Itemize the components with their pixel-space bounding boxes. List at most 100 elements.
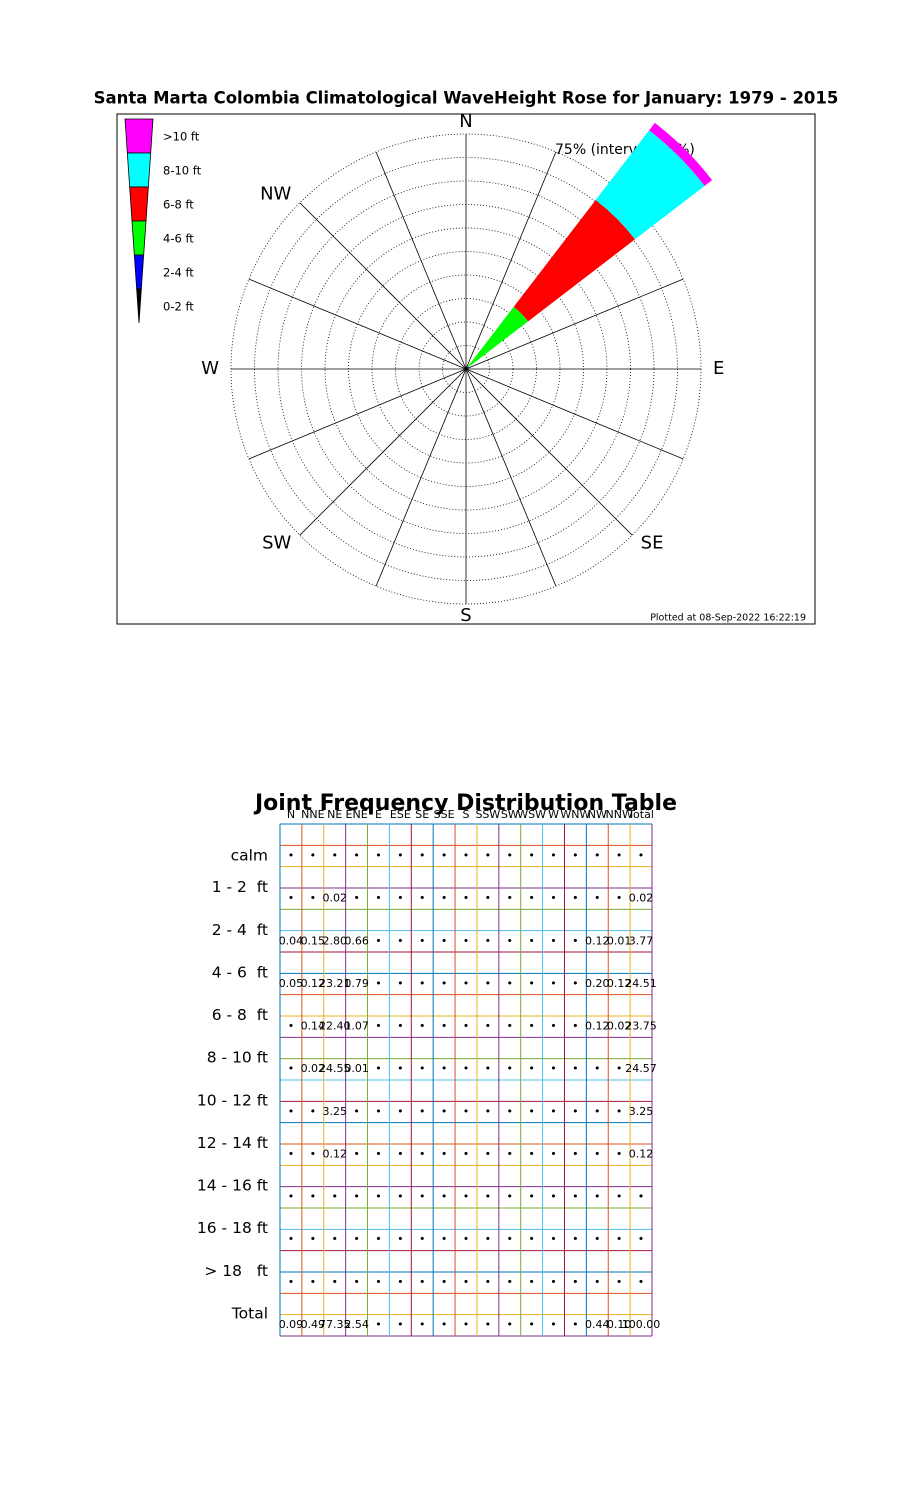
table-cell: •	[463, 1318, 470, 1331]
table-cell: •	[463, 977, 470, 990]
table-cell: •	[594, 1147, 601, 1160]
table-cell: •	[288, 1233, 295, 1246]
column-header: NNE	[301, 808, 324, 821]
table-cell: •	[353, 1147, 360, 1160]
spoke	[375, 151, 467, 370]
table-cell: 0.20	[585, 977, 610, 990]
table-cell: 0.44	[585, 1318, 610, 1331]
table-cell: •	[463, 892, 470, 905]
table-cell: •	[441, 849, 448, 862]
table-cell: •	[528, 1275, 535, 1288]
table-cell: •	[441, 977, 448, 990]
table-cell: •	[375, 1275, 382, 1288]
table-cell: •	[485, 977, 492, 990]
table-cell: •	[353, 892, 360, 905]
table-cell: 0.02	[629, 892, 654, 905]
table-cell: •	[550, 1275, 557, 1288]
table-cell: 0.12	[629, 1147, 654, 1160]
table-cell: •	[616, 1105, 623, 1118]
table-cell: 24.57	[625, 1062, 657, 1075]
column-header: E	[375, 808, 382, 821]
table-cell: •	[310, 1190, 317, 1203]
column-header: SSW	[475, 808, 500, 821]
table-cell: •	[441, 1190, 448, 1203]
column-header: WSW	[517, 808, 546, 821]
row-label: Total	[231, 1305, 268, 1323]
table-cell: •	[288, 1190, 295, 1203]
row-label: 4 - 6 ft	[212, 963, 268, 981]
table-cell: •	[616, 1190, 623, 1203]
table-cell: •	[463, 1062, 470, 1075]
table-cell: •	[375, 849, 382, 862]
table-cell: 2.54	[344, 1318, 369, 1331]
table-cell: •	[616, 1233, 623, 1246]
table-cell: 0.12	[585, 1020, 610, 1033]
spoke	[465, 151, 557, 370]
table-cell: 0.12	[585, 934, 610, 947]
table-cell: •	[375, 1147, 382, 1160]
table-cell: •	[485, 849, 492, 862]
table-cell: •	[353, 1275, 360, 1288]
table-cell: •	[485, 1190, 492, 1203]
table-cell: •	[419, 1275, 426, 1288]
table-cell: •	[441, 1020, 448, 1033]
table-cell: •	[594, 849, 601, 862]
table-cell: •	[331, 1233, 338, 1246]
spoke	[465, 368, 633, 536]
table-cell: 0.12	[322, 1147, 347, 1160]
row-label: 14 - 16 ft	[197, 1177, 268, 1195]
table-cell: •	[485, 934, 492, 947]
spoke	[248, 368, 467, 460]
table-cell: •	[616, 1275, 623, 1288]
spoke	[465, 368, 684, 460]
column-header: ESE	[390, 808, 411, 821]
table-cell: •	[331, 1190, 338, 1203]
table-cell: •	[528, 892, 535, 905]
legend-label: 2-4 ft	[163, 266, 194, 280]
table-cell: •	[375, 1020, 382, 1033]
table-cell: •	[288, 1105, 295, 1118]
table-cell: •	[507, 1275, 514, 1288]
table-cell: •	[528, 1233, 535, 1246]
row-label: calm	[231, 847, 268, 865]
table-cell: 0.09	[279, 1318, 304, 1331]
table-cell: •	[550, 1062, 557, 1075]
table-cell: 0.66	[344, 934, 369, 947]
table-cell: 0.79	[344, 977, 369, 990]
table-cell: •	[572, 934, 579, 947]
table-cell: •	[441, 1233, 448, 1246]
table-cell: •	[485, 1318, 492, 1331]
table-cell: •	[550, 892, 557, 905]
table-cell: •	[375, 1105, 382, 1118]
table-cell: •	[572, 1190, 579, 1203]
table-cell: •	[550, 849, 557, 862]
table-cell: 0.01	[607, 934, 632, 947]
table-cell: 0.05	[279, 977, 304, 990]
table-cell: •	[485, 892, 492, 905]
table-cell: •	[288, 1020, 295, 1033]
table-cell: •	[528, 934, 535, 947]
rose-segment	[466, 366, 469, 369]
table-cell: •	[550, 1233, 557, 1246]
table-cell: •	[419, 1190, 426, 1203]
table-cell: •	[397, 1318, 404, 1331]
table-cell: 0.10	[607, 1318, 632, 1331]
spoke	[299, 202, 467, 370]
table-cell: •	[572, 849, 579, 862]
spoke	[375, 368, 467, 587]
table-cell: •	[397, 1062, 404, 1075]
table-cell: •	[507, 849, 514, 862]
table-cell: 0.02	[301, 1062, 326, 1075]
table-cell: •	[507, 977, 514, 990]
table-cell: •	[441, 934, 448, 947]
table-cell: •	[397, 1105, 404, 1118]
table-cell: •	[397, 934, 404, 947]
table-cell: 0.14	[301, 1020, 326, 1033]
footer: Plotted at 08-Sep-2022 16:22:19	[650, 613, 806, 624]
table-cell: 0.12	[607, 977, 632, 990]
table-cell: •	[572, 892, 579, 905]
table-cell: •	[507, 1190, 514, 1203]
column-header: SW	[501, 808, 519, 821]
table-cell: •	[507, 1105, 514, 1118]
table-cell: •	[485, 1020, 492, 1033]
